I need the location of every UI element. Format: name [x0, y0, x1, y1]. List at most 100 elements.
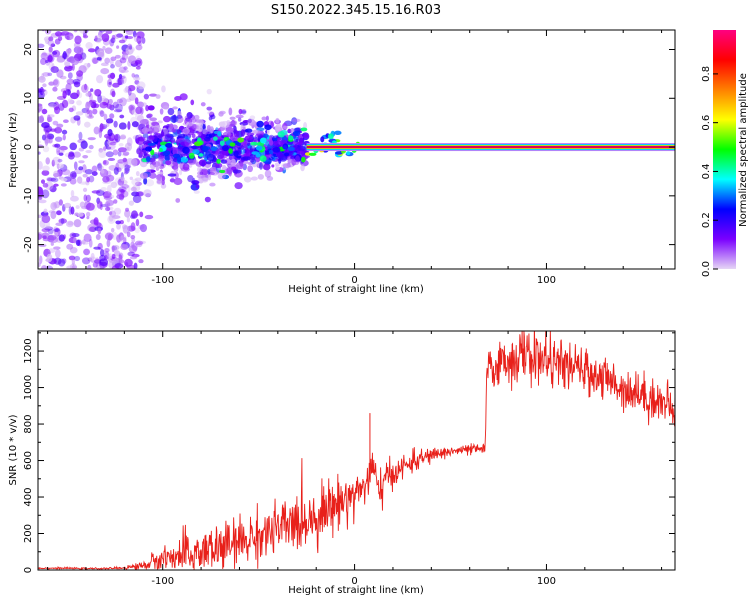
- spectrogram-blob: [118, 75, 126, 79]
- spectrogram-blob: [86, 101, 93, 107]
- spectrogram-bright-blob: [259, 137, 267, 144]
- spectrogram-blob: [56, 57, 65, 63]
- spectrogram-bright-blob: [259, 155, 267, 162]
- spectrogram-blob: [174, 171, 179, 179]
- spectrogram-blob: [107, 157, 116, 162]
- spectrogram-blob: [229, 116, 236, 120]
- spectrogram-blob: [136, 35, 142, 44]
- spectrogram-blob: [48, 114, 55, 118]
- spectrogram-blob: [68, 107, 74, 113]
- spectrogram-blob: [200, 177, 209, 183]
- spectrogram-blob: [271, 164, 275, 168]
- snr-y-label: SNR (10 * v/v): [8, 414, 19, 485]
- spectrogram-blob: [176, 114, 183, 119]
- spectrogram-blob: [71, 257, 76, 266]
- spectrogram-blob: [110, 37, 116, 44]
- spectrogram-blob: [75, 205, 80, 209]
- spectrogram-blob: [57, 150, 65, 154]
- spectrogram-blob: [117, 147, 127, 153]
- spectrogram-x-tick-label: -100: [151, 275, 174, 286]
- spectrogram-blob: [39, 115, 44, 123]
- spectrogram-blob: [113, 250, 121, 257]
- spectrogram-blob: [83, 194, 88, 202]
- spectrogram-blob: [278, 157, 282, 164]
- spectrogram-blob: [131, 210, 138, 219]
- spectrogram-blob: [98, 149, 107, 159]
- spectrogram-blob: [128, 200, 135, 206]
- spectrogram-blob: [109, 195, 115, 199]
- spectrogram-blob: [130, 235, 136, 240]
- spectrogram-blob: [54, 136, 63, 142]
- spectrogram-blob: [87, 264, 92, 269]
- spectrogram-blob: [112, 149, 119, 156]
- spectrogram-blob: [111, 34, 116, 40]
- spectrogram-blob: [82, 155, 89, 159]
- spectrogram-blob: [217, 172, 226, 180]
- snr-x-label: Height of straight line (km): [288, 585, 424, 596]
- spectrogram-blob: [119, 114, 125, 119]
- spectrogram-blob: [73, 30, 78, 33]
- spectrogram-blob: [108, 73, 115, 80]
- spectrogram-blob: [85, 42, 93, 50]
- spectrogram-x-tick-label: 100: [537, 275, 556, 286]
- spectrogram-blob: [93, 88, 101, 97]
- spectrogram-blob: [42, 235, 47, 239]
- spectrogram-blob: [56, 210, 62, 216]
- spectrogram-blob: [138, 259, 144, 264]
- spectrogram-bright-blob: [219, 169, 226, 174]
- spectrogram-blob: [66, 78, 75, 85]
- spectrogram-blob: [58, 218, 68, 224]
- spectrogram-blob: [116, 33, 124, 38]
- spectrogram-blob: [108, 253, 112, 260]
- spectrogram-blob: [68, 206, 72, 215]
- spectrogram-blob: [98, 30, 106, 33]
- spectrogram-blob: [41, 169, 50, 176]
- spectrogram-blob: [84, 168, 93, 175]
- spectrogram-blob: [136, 241, 143, 248]
- spectrogram-blob: [191, 133, 196, 138]
- spectrogram-blob: [123, 66, 128, 71]
- spectrogram-blob: [43, 208, 48, 214]
- spectrogram-blob: [107, 142, 116, 151]
- spectrogram-blob: [179, 169, 183, 176]
- spectrogram-blob: [156, 178, 162, 184]
- spectrogram-blob: [48, 103, 57, 108]
- spectrogram-bright-blob: [216, 158, 221, 164]
- spectrogram-blob: [51, 159, 55, 167]
- spectrogram-blob: [48, 248, 56, 253]
- spectrogram-blob: [61, 169, 71, 176]
- spectrogram-blob: [125, 207, 129, 212]
- spectrogram-blob: [60, 177, 68, 182]
- spectrogram-blob: [134, 97, 139, 105]
- spectrogram-blob: [243, 153, 251, 157]
- spectrogram-marks: [38, 30, 675, 269]
- spectrogram-blob: [103, 113, 108, 121]
- spectrogram-blob: [88, 175, 95, 183]
- spectrogram-blob: [145, 105, 150, 112]
- colorbar-tick-label: 0.2: [701, 212, 712, 228]
- spectrogram-blob: [46, 54, 55, 63]
- spectrogram-blob: [48, 81, 55, 86]
- spectrogram-blob: [38, 199, 47, 204]
- spectrogram-blob: [61, 52, 68, 60]
- spectrogram-blob: [47, 234, 57, 241]
- spectrogram-blob: [196, 166, 202, 173]
- spectrogram-blob: [167, 173, 177, 177]
- spectrogram-y-tick-label: 10: [23, 92, 34, 105]
- spectrogram-blob: [53, 228, 60, 232]
- spectrogram-blob: [88, 144, 94, 150]
- spectrogram-blob: [268, 149, 274, 155]
- spectrogram-blob: [70, 206, 75, 215]
- spectrogram-blob: [109, 58, 114, 66]
- spectrogram-blob: [249, 115, 256, 120]
- spectrogram-blob: [42, 145, 50, 153]
- spectrogram-blob: [129, 176, 134, 181]
- snr-y-tick-label: 1200: [23, 338, 34, 363]
- spectrogram-blob: [75, 239, 81, 246]
- spectrogram-blob: [41, 227, 50, 233]
- spectrogram-blob: [93, 246, 101, 250]
- colorbar-tick-label: 0.8: [701, 66, 712, 82]
- spectrogram-blob: [100, 68, 110, 75]
- spectrogram-blob: [96, 56, 102, 61]
- spectrogram-blob: [47, 114, 51, 123]
